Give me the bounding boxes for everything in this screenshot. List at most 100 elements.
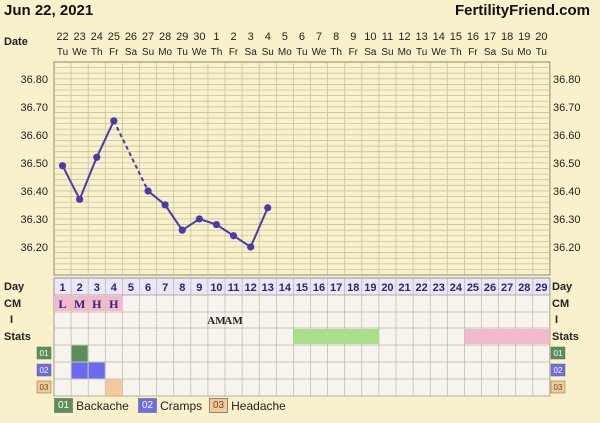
date-number: 3 <box>248 31 254 43</box>
y-tick-label-left: 36.40 <box>20 186 48 198</box>
cycle-day: 24 <box>450 282 463 294</box>
intercourse-mark: AM <box>224 315 243 327</box>
weekday: Th <box>330 47 342 58</box>
stats-row-label-right: Stats <box>552 331 579 343</box>
temperature-point <box>58 162 67 170</box>
y-tick-label-left: 36.50 <box>20 158 48 170</box>
weekday: Sa <box>484 47 497 58</box>
date-number: 2 <box>230 31 236 43</box>
cycle-day: 20 <box>381 282 393 294</box>
cycle-day: 17 <box>330 282 342 294</box>
weekday: We <box>312 47 327 58</box>
cycle-day: 19 <box>364 282 376 294</box>
cm-label: H <box>92 297 102 311</box>
symptom-code-box-right <box>550 346 566 360</box>
temperature-point <box>212 220 221 229</box>
weekday: Mo <box>278 47 292 58</box>
temperature-point <box>76 195 84 203</box>
cm-label: M <box>74 297 85 311</box>
cycle-day: 26 <box>484 282 496 294</box>
temperature-segment <box>95 120 115 158</box>
symptom-code-left: 01 <box>40 349 49 358</box>
cycle-day: 29 <box>535 282 547 294</box>
y-tick-label-left: 36.30 <box>20 214 48 226</box>
date-number: 24 <box>91 31 103 43</box>
temperature-segment <box>147 190 166 206</box>
weekday: Fr <box>349 47 359 58</box>
cm-label: H <box>109 297 119 311</box>
stats-band <box>464 329 550 344</box>
cycle-day: 2 <box>77 282 83 294</box>
symptom-cell <box>71 362 88 379</box>
date-number: 11 <box>382 31 393 43</box>
cycle-day: 12 <box>245 282 257 294</box>
weekday: Th <box>91 47 103 58</box>
date-number: 26 <box>125 31 137 43</box>
cycle-day: 22 <box>416 282 428 294</box>
weekday: We <box>431 47 446 58</box>
date-number: 20 <box>535 31 547 43</box>
date-number: 17 <box>484 31 496 43</box>
site-name[interactable]: FertilityFriend.com <box>454 2 590 19</box>
temperature-point <box>264 204 272 212</box>
date-number: 30 <box>193 31 205 43</box>
detail-rows <box>53 294 551 397</box>
temperature-segment <box>164 204 184 231</box>
date-row-label: Date <box>4 36 28 48</box>
cycle-day: 1 <box>59 282 65 294</box>
cycle-day: 28 <box>518 282 530 294</box>
cm-row-label: CM <box>4 298 21 310</box>
symptom-code-box-left <box>36 380 52 394</box>
i-row-label: I <box>10 314 13 326</box>
legend-label: Cramps <box>160 398 203 413</box>
temperature-segment <box>249 207 269 248</box>
weekday: Sa <box>245 47 258 58</box>
date-number: 25 <box>108 31 120 43</box>
cycle-day: 15 <box>296 282 308 294</box>
date-number: 18 <box>501 31 513 43</box>
weekday: Fr <box>109 47 119 58</box>
date-number: 6 <box>299 31 305 43</box>
date-number: 7 <box>316 31 322 43</box>
date-number: 13 <box>416 31 428 43</box>
cycle-day: 5 <box>128 282 134 294</box>
weekday: Sa <box>364 47 377 58</box>
temperature-point <box>195 215 203 223</box>
date-number: 14 <box>433 31 445 43</box>
cycle-day: 6 <box>145 282 151 294</box>
weekday: Tu <box>416 47 427 58</box>
chart-date: Jun 22, 2021 <box>4 2 94 19</box>
weekday: Mo <box>517 47 531 58</box>
legend-item: 01 Backache <box>54 398 129 413</box>
date-number: 27 <box>142 31 154 43</box>
weekday: Mo <box>158 47 172 58</box>
date-number: 15 <box>450 31 462 43</box>
cycle-day: 9 <box>196 282 202 294</box>
temperature-point <box>247 243 255 251</box>
symptom-cell <box>88 362 105 379</box>
weekday: Mo <box>398 47 412 58</box>
symptom-code-right: 02 <box>554 366 563 375</box>
date-number: 12 <box>398 31 410 43</box>
cycle-day: 18 <box>347 282 359 294</box>
cycle-day: 10 <box>210 282 222 294</box>
stats-row-label: Stats <box>4 331 31 343</box>
cycle-day: 4 <box>111 282 118 294</box>
cycle-day: 14 <box>279 282 292 294</box>
cm-row-label-right: CM <box>552 298 569 310</box>
symptom-code-box-right <box>550 363 566 377</box>
cycle-day: 27 <box>501 282 513 294</box>
temperature-point <box>161 201 169 209</box>
weekday: Sa <box>125 47 138 58</box>
temperature-segment <box>61 165 81 200</box>
date-number: 16 <box>467 31 479 43</box>
cm-cell <box>88 296 106 311</box>
y-tick-label-right: 36.50 <box>553 158 581 170</box>
symptom-cell <box>105 379 122 396</box>
y-tick-label-left: 36.60 <box>20 130 48 142</box>
cm-cell <box>105 296 123 311</box>
weekday: We <box>72 47 87 58</box>
symptom-code-box-left <box>36 363 52 377</box>
weekday: Fr <box>229 47 239 58</box>
legend-swatch: 01 <box>54 398 74 413</box>
